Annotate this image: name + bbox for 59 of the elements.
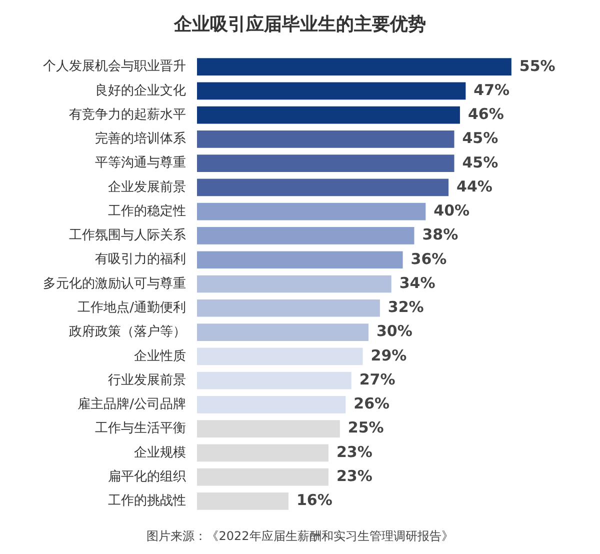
data-label: 23% bbox=[336, 442, 372, 461]
bar bbox=[197, 324, 368, 341]
bar bbox=[197, 251, 403, 269]
bar bbox=[197, 492, 288, 510]
bar bbox=[197, 299, 380, 317]
bar bbox=[197, 82, 466, 100]
bar bbox=[197, 444, 328, 462]
y-tick-label: 工作与生活平衡 bbox=[95, 421, 186, 436]
y-tick-label: 多元化的激励认可与尊重 bbox=[43, 276, 186, 292]
y-tick-label: 工作的稳定性 bbox=[108, 204, 186, 219]
y-tick-label: 扁平化的组织 bbox=[108, 469, 186, 484]
data-label: 40% bbox=[434, 202, 470, 220]
data-label: 36% bbox=[410, 250, 447, 268]
data-label: 44% bbox=[456, 177, 492, 196]
bar bbox=[197, 130, 454, 148]
y-tick-label: 工作地点/通勤便利 bbox=[78, 300, 186, 316]
bar bbox=[197, 58, 512, 76]
data-label: 38% bbox=[422, 226, 458, 244]
bar bbox=[197, 468, 328, 486]
y-tick-label: 行业发展前景 bbox=[108, 372, 186, 388]
data-label: 30% bbox=[376, 322, 412, 340]
bar bbox=[197, 348, 363, 366]
y-tick-label: 有吸引力的福利 bbox=[95, 252, 186, 268]
data-label: 26% bbox=[354, 394, 390, 413]
text: 图片来源：《2022年应届生薪酬和实习生管理调研报告》 bbox=[146, 528, 454, 545]
bar bbox=[197, 178, 449, 196]
bar bbox=[197, 227, 414, 244]
y-tick-label: 完善的培训体系 bbox=[95, 130, 186, 147]
y-tick-label: 工作氛围与人际关系 bbox=[69, 228, 186, 244]
y-tick-label: 工作的挑战性 bbox=[108, 494, 186, 509]
y-tick-label: 平等沟通与尊重 bbox=[95, 156, 186, 171]
chart-title: 企业吸引应届毕业生的主要优势 bbox=[172, 13, 427, 37]
data-label: 27% bbox=[359, 370, 396, 388]
y-tick-label: 政府政策（落户等） bbox=[69, 324, 186, 340]
data-label: 16% bbox=[296, 491, 332, 510]
data-label: 55% bbox=[519, 56, 556, 75]
bar bbox=[197, 106, 460, 124]
data-label: 46% bbox=[468, 105, 504, 124]
y-tick-label: 企业性质 bbox=[134, 348, 186, 364]
y-tick-label: 企业规模 bbox=[134, 445, 186, 460]
data-label: 29% bbox=[370, 346, 407, 364]
bar bbox=[197, 372, 352, 390]
y-tick-label: 有竞争力的起薪水平 bbox=[69, 107, 186, 122]
bar bbox=[197, 202, 426, 220]
y-tick-label: 企业发展前景 bbox=[108, 180, 186, 195]
data-label: 47% bbox=[474, 80, 510, 99]
data-label: 45% bbox=[462, 129, 498, 148]
data-label: 34% bbox=[399, 274, 436, 292]
bar bbox=[197, 154, 454, 172]
data-label: 23% bbox=[336, 466, 372, 485]
data-label: 45% bbox=[462, 153, 498, 172]
y-tick-label: 个人发展机会与职业晋升 bbox=[43, 59, 186, 74]
bar bbox=[197, 396, 346, 414]
data-label: 32% bbox=[388, 298, 424, 316]
y-tick-label: 雇主品牌/公司品牌 bbox=[78, 396, 186, 412]
data-label: 25% bbox=[348, 418, 384, 437]
bar bbox=[197, 275, 392, 293]
y-tick-label: 良好的企业文化 bbox=[95, 83, 186, 98]
bar bbox=[197, 420, 340, 438]
